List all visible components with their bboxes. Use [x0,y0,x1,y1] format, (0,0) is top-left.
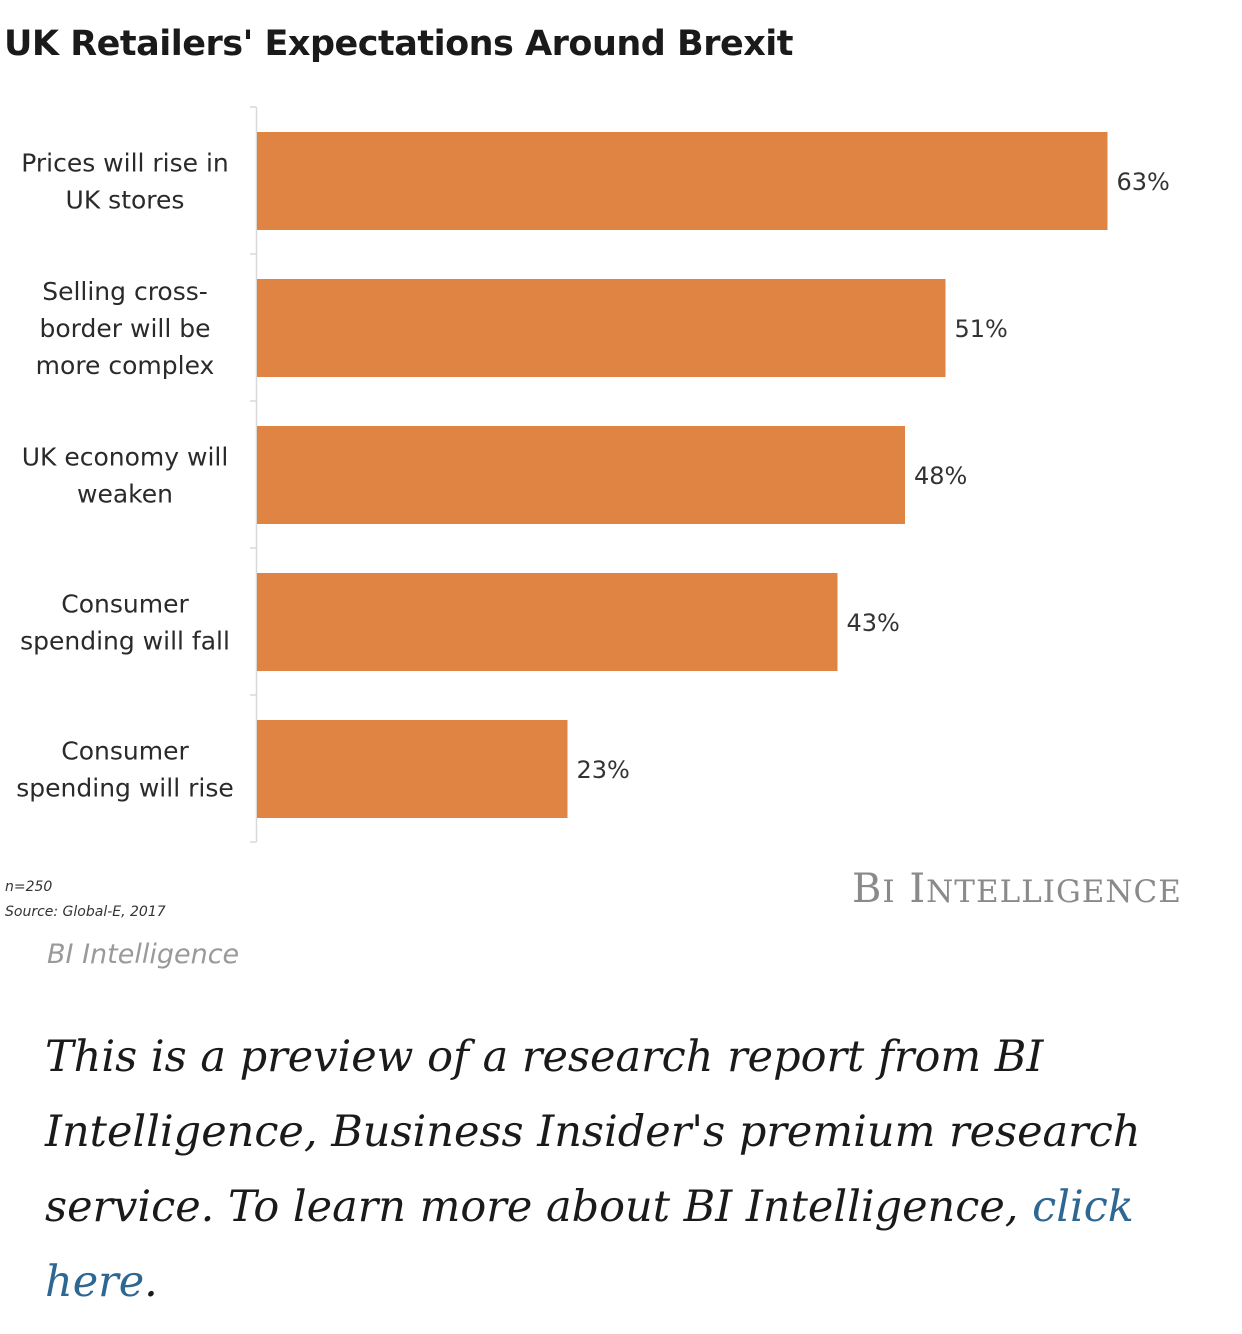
image-caption: BI Intelligence [47,939,240,970]
category-label-4-line-0: Consumer [61,737,189,766]
preview-period: . [144,1257,158,1307]
preview-paragraph: This is a preview of a research report f… [45,1020,1215,1320]
category-label-3-line-1: spending will fall [20,627,230,656]
chart-title: UK Retailers' Expectations Around Brexit [4,24,794,64]
category-label-0-line-0: Prices will rise in [21,149,229,178]
category-label-0-line-1: UK stores [66,186,185,215]
source-note: Source: Global-E, 2017 [5,904,166,920]
bar-1 [257,279,946,377]
category-label-1-line-2: more complex [36,351,215,380]
category-label-2-line-1: weaken [77,480,173,509]
bar-4 [257,720,568,818]
preview-text: This is a preview of a research report f… [45,1032,1141,1232]
data-label-4: 23% [577,756,630,784]
category-label-1-line-1: border will be [40,314,211,343]
click-here-link[interactable]: click here [45,1182,1134,1307]
category-label-3-line-0: Consumer [61,590,189,619]
bar-3 [257,573,838,671]
data-label-2: 48% [914,462,967,490]
sample-size-note: n=250 [5,879,53,895]
bi-intelligence-logo: BI INTELLIGENCE [852,866,1182,912]
bar-chart: 63% Prices will rise in UK stores 51% Sellin… [16,106,1170,843]
data-label-3: 43% [847,609,900,637]
category-label-2-line-0: UK economy will [22,443,229,472]
bar-0 [257,132,1108,230]
data-label-0: 63% [1117,168,1170,196]
bar-2 [257,426,905,524]
category-label-4-line-1: spending will rise [16,774,233,803]
data-label-1: 51% [955,315,1008,343]
category-label-1-line-0: Selling cross- [42,277,208,306]
